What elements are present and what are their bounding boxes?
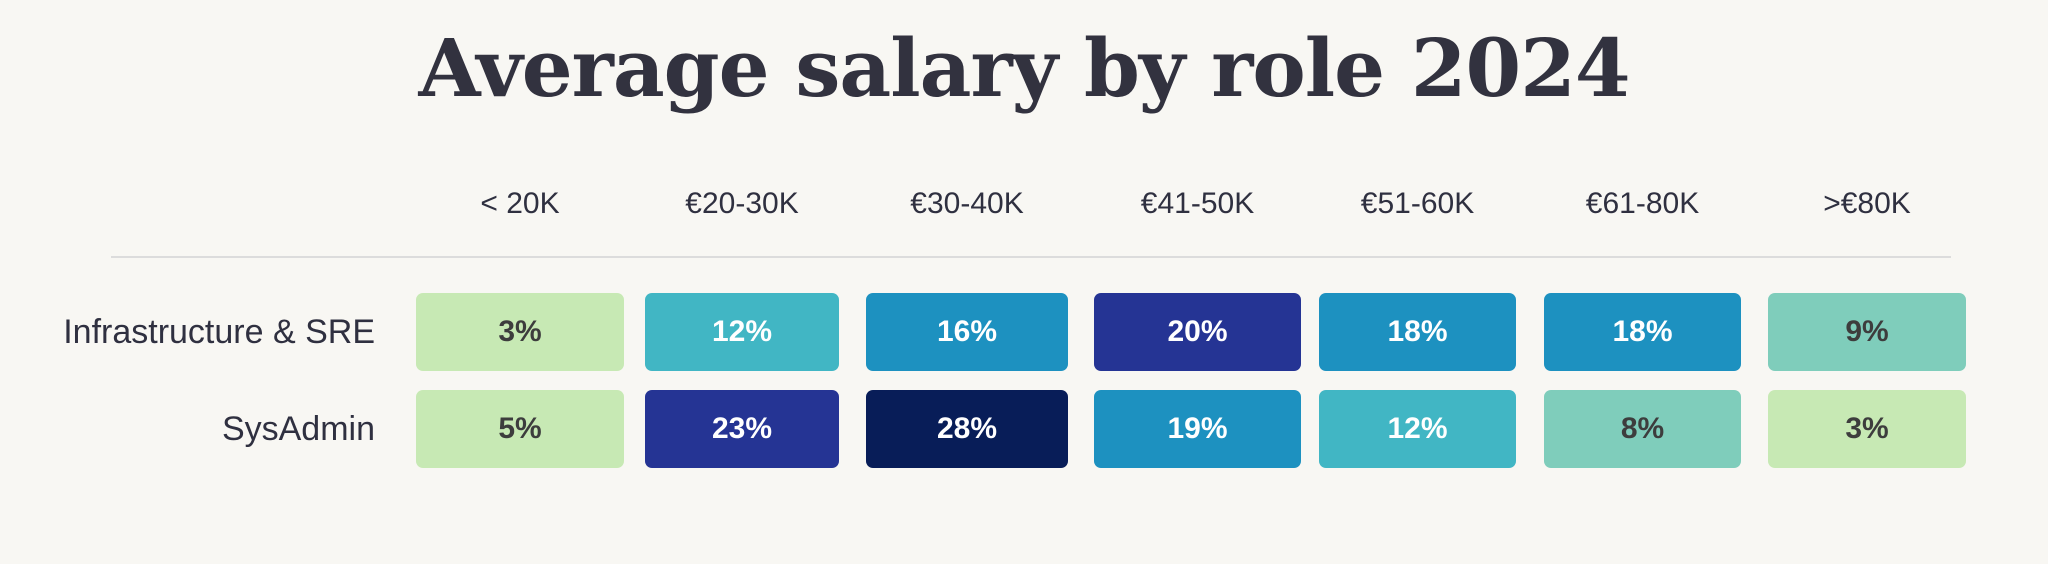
column-header: €30-40K — [910, 187, 1024, 220]
heatmap-cell: 23% — [645, 390, 839, 468]
heatmap-cell: 8% — [1544, 390, 1741, 468]
chart-title: Average salary by role 2024 — [418, 21, 1630, 115]
column-header: < 20K — [480, 187, 560, 220]
heatmap-cell: 19% — [1094, 390, 1301, 468]
header-divider — [111, 256, 1951, 258]
heatmap-cell: 20% — [1094, 293, 1301, 371]
heatmap-cell: 28% — [866, 390, 1068, 468]
heatmap-cell: 3% — [416, 293, 624, 371]
heatmap-cell: 9% — [1768, 293, 1966, 371]
heatmap-cell: 5% — [416, 390, 624, 468]
heatmap-cell: 18% — [1319, 293, 1516, 371]
row-label: Infrastructure & SRE — [63, 313, 375, 351]
column-header: €41-50K — [1140, 187, 1255, 220]
heatmap-cell: 3% — [1768, 390, 1966, 468]
row-label: SysAdmin — [221, 410, 375, 448]
column-header: >€80K — [1823, 187, 1911, 220]
column-header: €51-60K — [1360, 187, 1475, 220]
heatmap-cell: 12% — [645, 293, 839, 371]
heatmap-cell: 12% — [1319, 390, 1516, 468]
heatmap-cell: 16% — [866, 293, 1068, 371]
column-header: €61-80K — [1585, 187, 1700, 220]
heatmap-cell: 18% — [1544, 293, 1741, 371]
column-header: €20-30K — [685, 187, 799, 220]
